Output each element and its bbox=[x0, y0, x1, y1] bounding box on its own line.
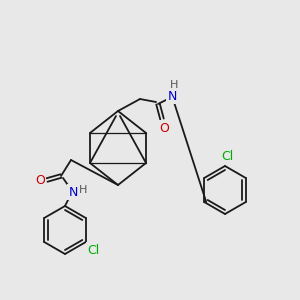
Text: Cl: Cl bbox=[221, 149, 233, 163]
Text: O: O bbox=[159, 122, 169, 134]
Text: N: N bbox=[68, 185, 78, 199]
Text: H: H bbox=[170, 80, 178, 90]
Text: H: H bbox=[79, 185, 87, 195]
Text: N: N bbox=[167, 89, 177, 103]
Text: Cl: Cl bbox=[88, 244, 100, 256]
Text: O: O bbox=[35, 173, 45, 187]
